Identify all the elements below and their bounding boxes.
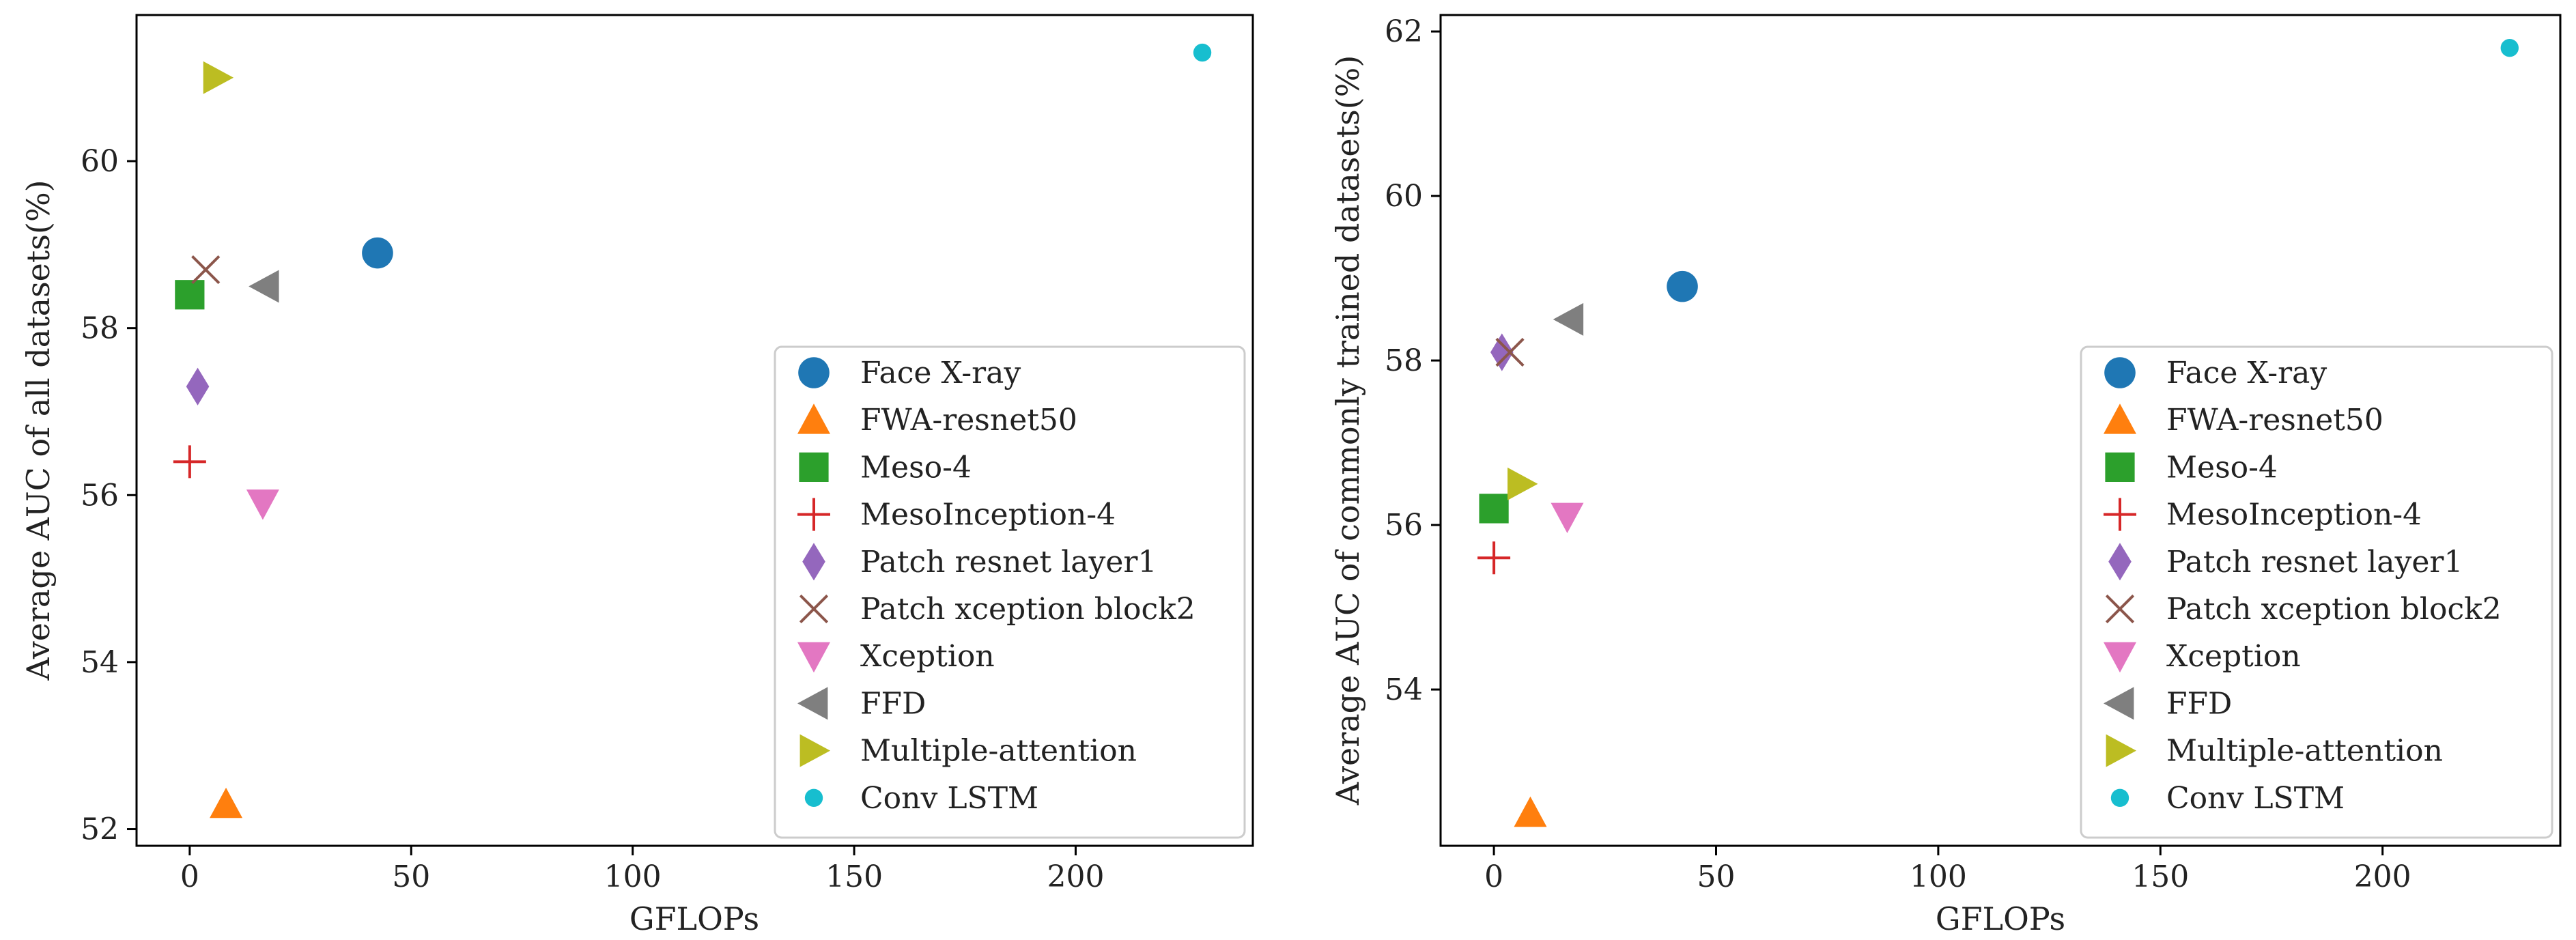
right-x-ticks: 0 50 100 150 200: [1484, 846, 2411, 894]
left-legend-label: FWA-resnet50: [860, 403, 1077, 438]
right-x-tick-label: 0: [1484, 859, 1503, 894]
left-legend-marker-fwa-resnet50: [797, 403, 830, 434]
left-x-tick-label: 0: [180, 859, 199, 894]
left-x-ticks: 0 50 100 150 200: [180, 846, 1104, 894]
left-legend-marker-patch-resnet-layer1: [802, 543, 825, 581]
right-point-xception: [1551, 502, 1584, 534]
left-plot-frame: [135, 14, 1254, 847]
right-y-ticks: 54 56 58 60 62: [1385, 14, 1441, 707]
right-legend-label: Xception: [2166, 639, 2301, 674]
right-point-multiple-attention: [1508, 467, 1538, 500]
left-point-patch-xception-block2: [191, 255, 221, 285]
left-legend-marker-xception: [797, 642, 830, 673]
left-legend-label: Face X-ray: [860, 356, 1021, 390]
right-legend-label: Face X-ray: [2166, 356, 2327, 390]
right-point-fwa-resnet50: [1514, 796, 1547, 827]
left-y-axis-label: Average AUC of all datasets(%): [20, 180, 57, 681]
left-x-tick-label: 50: [392, 859, 430, 894]
right-legend-label: Multiple-attention: [2166, 734, 2443, 769]
left-y-tick-label: 52: [81, 812, 119, 847]
right-legend-marker-patch-resnet-layer1: [2108, 543, 2132, 581]
right-y-axis-label: Average AUC of commonly trained datasets…: [1329, 55, 1366, 806]
left-x-tick-label: 150: [825, 859, 883, 894]
right-legend-label: MesoInception-4: [2166, 498, 2422, 532]
right-y-tick-label: 60: [1385, 179, 1423, 214]
right-legend-label: Meso-4: [2166, 450, 2278, 485]
left-legend-label: Multiple-attention: [860, 734, 1137, 769]
left-legend-label: Patch resnet layer1: [860, 545, 1157, 580]
left-y-tick-label: 56: [81, 478, 119, 513]
left-y-tick-label: 60: [81, 144, 119, 179]
left-x-tick-label: 200: [1047, 859, 1104, 894]
right-point-mesoinception-4: [1477, 541, 1511, 575]
right-legend-marker-ffd: [2104, 687, 2134, 720]
right-legend-box: [2080, 345, 2553, 839]
right-legend-label: Patch resnet layer1: [2166, 545, 2463, 580]
right-legend-marker-fwa-resnet50: [2104, 403, 2136, 434]
right-point-patch-xception-block2: [1495, 337, 1525, 367]
left-y-ticks: 52 54 56 58 60: [81, 144, 137, 847]
right-legend-label: FFD: [2166, 686, 2232, 721]
left-legend-label: Meso-4: [860, 450, 972, 485]
right-y-tick-label: 58: [1385, 343, 1423, 378]
right-point-conv-lstm: [2500, 38, 2519, 57]
right-y-tick-label: 62: [1385, 14, 1423, 49]
left-point-mesoinception-4: [173, 445, 206, 479]
left-legend-marker-ffd: [797, 687, 828, 720]
right-point-ffd: [1553, 302, 1584, 336]
right-point-patch-resnet-layer1: [1490, 333, 1514, 371]
left-point-multiple-attention: [203, 61, 234, 94]
right-x-tick-label: 50: [1697, 859, 1735, 894]
right-plot-frame: [1439, 14, 2562, 847]
left-legend-label: Patch xception block2: [860, 592, 1195, 627]
left-y-tick-label: 58: [81, 311, 119, 346]
right-legend-marker-conv-lstm: [2110, 788, 2129, 808]
left-legend-label: MesoInception-4: [860, 498, 1116, 532]
left-legend: Face X-ray FWA-resnet50 Meso-4 MesoInceptio…: [774, 345, 1246, 839]
right-legend-marker-meso-4: [2105, 452, 2135, 482]
right-legend: Face X-ray FWA-resnet50 Meso-4 MesoInceptio…: [2080, 345, 2553, 839]
right-y-tick-label: 56: [1385, 508, 1423, 543]
right-y-tick-label: 54: [1385, 672, 1423, 707]
left-legend-marker-meso-4: [799, 452, 829, 482]
left-legend-label: Xception: [860, 639, 995, 674]
left-x-axis-label: GFLOPs: [629, 900, 759, 937]
left-point-xception: [246, 489, 279, 520]
left-legend-marker-face-x-ray: [798, 357, 830, 388]
left-data-points: [173, 43, 1212, 818]
right-x-tick-label: 150: [2132, 859, 2189, 894]
left-point-patch-resnet-layer1: [186, 367, 210, 405]
left-legend-marker-conv-lstm: [804, 788, 823, 808]
left-point-conv-lstm: [1193, 43, 1212, 62]
right-legend-marker-patch-xception-block2: [2105, 594, 2135, 624]
right-legend-label: Patch xception block2: [2166, 592, 2502, 627]
left-point-meso-4: [175, 280, 205, 310]
right-point-meso-4: [1479, 494, 1509, 524]
left-legend-box: [774, 345, 1246, 839]
left-legend-marker-multiple-attention: [799, 734, 830, 767]
right-data-points: [1477, 38, 2519, 827]
left-point-ffd: [249, 270, 279, 303]
right-legend-marker-face-x-ray: [2104, 357, 2136, 388]
right-x-axis-label: GFLOPs: [1936, 900, 2065, 937]
right-scatter-chart: 0 50 100 150 200 54 56 58 60 62 GFLOPs Average A…: [1329, 14, 2562, 937]
right-legend-marker-xception: [2104, 642, 2136, 673]
right-legend-label: FWA-resnet50: [2166, 403, 2383, 438]
left-x-tick-label: 100: [604, 859, 662, 894]
right-legend-marker-multiple-attention: [2106, 734, 2136, 767]
right-x-tick-label: 200: [2354, 859, 2411, 894]
left-y-tick-label: 54: [81, 645, 119, 680]
right-x-tick-label: 100: [1910, 859, 1967, 894]
left-legend-label: Conv LSTM: [860, 781, 1038, 816]
left-legend-marker-mesoinception-4: [797, 498, 830, 531]
right-point-face-x-ray: [1667, 270, 1698, 302]
right-legend-marker-mesoinception-4: [2104, 498, 2136, 531]
left-point-fwa-resnet50: [210, 787, 243, 818]
left-legend-label: FFD: [860, 686, 926, 721]
right-legend-label: Conv LSTM: [2166, 781, 2345, 816]
left-point-face-x-ray: [362, 237, 393, 269]
left-legend-marker-patch-xception-block2: [799, 594, 829, 624]
left-scatter-chart: 0 50 100 150 200 52 54 56 58 60 GFLOPs Average A…: [20, 14, 1254, 937]
